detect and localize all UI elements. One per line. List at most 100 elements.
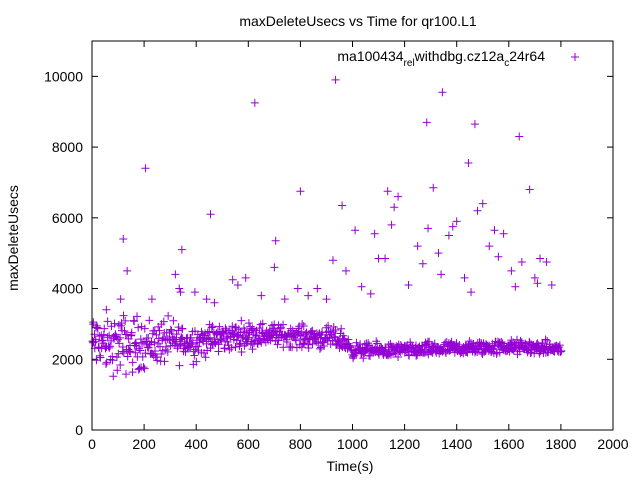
data-point-outlier [116,295,125,304]
x-tick-label: 400 [185,436,209,452]
data-point [227,343,236,352]
data-point [121,370,130,379]
data-point [248,324,257,333]
data-point [108,356,117,365]
data-point [274,336,283,345]
data-point [126,347,135,356]
data-point-outlier [547,281,556,290]
data-point-outlier [206,210,215,219]
data-point [270,320,279,329]
data-point [95,351,104,360]
x-tick-label: 200 [132,436,156,452]
data-point-outlier [210,298,219,307]
data-point-outlier [91,323,100,332]
data-point-outlier [341,266,350,275]
data-point [112,353,121,362]
data-point [128,368,137,377]
data-point [92,356,101,365]
data-point-outlier [434,249,443,258]
data-point [101,359,110,368]
data-point [187,340,196,349]
data-point [240,327,249,336]
data-point [488,345,497,354]
data-point-outlier [366,289,375,298]
data-point [140,324,149,333]
data-point [130,317,139,326]
data-point [153,356,162,365]
y-tick-label: 10000 [44,68,83,84]
data-point-outlier [517,258,526,267]
data-point [265,325,274,334]
data-point [308,340,317,349]
data-point-outlier [177,245,186,254]
data-point-outlier [387,220,396,229]
data-point [215,322,224,331]
data-point [135,344,144,353]
data-point [162,342,171,351]
data-point [149,351,158,360]
data-point [171,337,180,346]
data-point-outlier [490,226,499,235]
data-point [361,345,370,354]
data-point [145,316,154,325]
data-point [106,342,115,351]
x-tick-label: 1400 [441,436,472,452]
data-point [248,345,257,354]
data-point-outlier [119,235,128,244]
data-point [258,319,267,328]
legend-label: ma100434relwithdbg.cz12ac24r64 [337,48,545,69]
y-tick-label: 8000 [52,139,83,155]
data-point-outlier [147,295,156,304]
data-point [195,338,204,347]
data-point [314,339,323,348]
data-point [336,341,345,350]
data-point-outlier [322,295,331,304]
data-point [315,344,324,353]
data-point [282,338,291,347]
data-point [541,335,550,344]
data-point [206,333,215,342]
data-point [279,320,288,329]
data-point [187,333,196,342]
data-point-outlier [533,279,542,288]
data-point-outlier [422,118,431,127]
data-point-outlier [250,98,259,107]
data-point-outlier [429,183,438,192]
data-point-outlier [313,284,322,293]
data-point [218,328,227,337]
data-point [193,342,202,351]
data-point [208,322,217,331]
data-point [241,339,250,348]
data-point [474,344,483,353]
y-tick-label: 0 [75,422,83,438]
data-point [214,347,223,356]
data-point-outlier [331,75,340,84]
data-point-outlier [280,295,289,304]
data-point-outlier [228,275,237,284]
data-point [201,353,210,362]
data-point [140,364,149,373]
data-points [88,75,566,381]
data-point-outlier [515,132,524,141]
data-point [109,372,118,381]
data-point [298,320,307,329]
data-point [136,346,145,355]
data-point [139,363,148,372]
data-point-outlier [271,236,280,245]
data-point [151,347,160,356]
data-point [192,357,201,366]
x-tick-label: 1800 [545,436,576,452]
data-point-outlier [351,226,360,235]
data-point [455,340,464,349]
data-point-outlier [444,231,453,240]
data-point [234,325,243,334]
data-point [340,334,349,343]
data-point [232,330,241,339]
data-point-outlier [507,266,516,275]
x-tick-label: 2000 [597,436,628,452]
data-point [517,338,526,347]
data-point [555,341,564,350]
data-point-outlier [102,305,111,314]
data-point [465,337,474,346]
data-point-outlier [141,164,150,173]
